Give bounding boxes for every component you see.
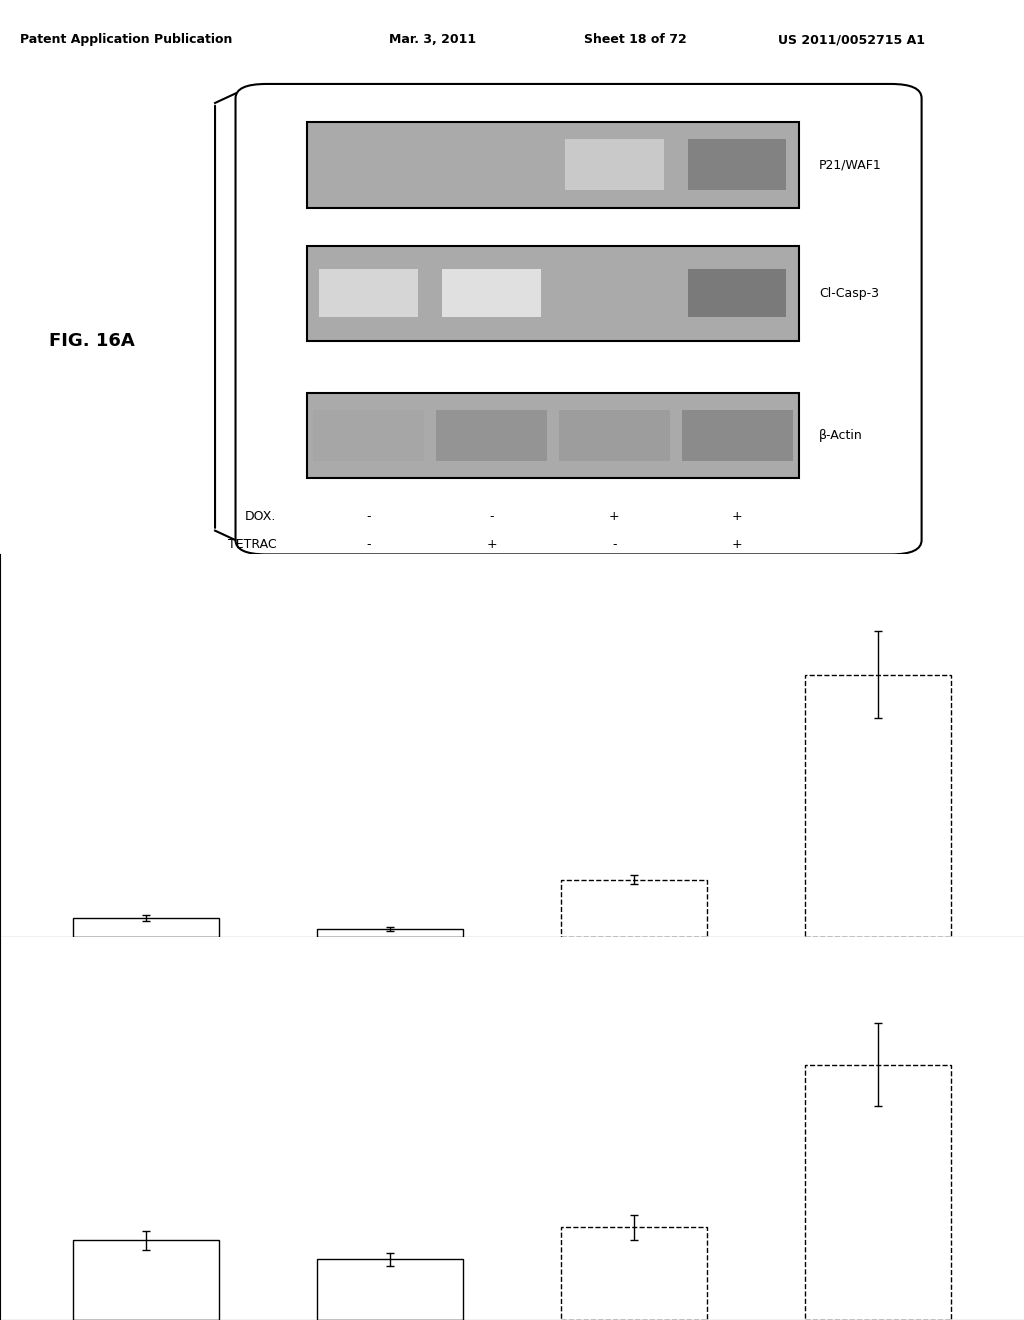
Text: -: -	[367, 539, 371, 552]
FancyBboxPatch shape	[307, 246, 799, 341]
Text: TETRAC: TETRAC	[228, 539, 276, 552]
Text: -: -	[489, 510, 494, 523]
Bar	[565, 139, 664, 190]
Text: Mar. 3, 2011: Mar. 3, 2011	[389, 33, 476, 46]
Text: +: +	[872, 968, 883, 981]
Text: -: -	[388, 968, 392, 981]
FancyBboxPatch shape	[307, 393, 799, 478]
Bar	[442, 269, 541, 317]
Text: Sheet 18 of 72: Sheet 18 of 72	[584, 33, 686, 46]
Bar	[73, 919, 219, 937]
Bar	[317, 1259, 463, 1320]
Text: +: +	[732, 510, 742, 523]
Text: DOX.: DOX.	[245, 510, 276, 523]
Bar	[561, 879, 707, 937]
Bar	[317, 929, 463, 937]
Bar	[805, 1065, 951, 1320]
Text: -: -	[144, 968, 148, 981]
FancyBboxPatch shape	[307, 121, 799, 207]
Bar	[688, 269, 786, 317]
Text: Patent Application Publication: Patent Application Publication	[20, 33, 232, 46]
Text: +: +	[872, 986, 883, 999]
Text: +: +	[385, 986, 395, 999]
Text: +: +	[732, 539, 742, 552]
Bar	[561, 1228, 707, 1320]
Text: US 2011/0052715 A1: US 2011/0052715 A1	[778, 33, 926, 46]
Text: +: +	[486, 539, 497, 552]
Text: -: -	[144, 986, 148, 999]
Text: FIG. 16A: FIG. 16A	[49, 331, 135, 350]
Text: +: +	[609, 510, 620, 523]
Text: -: -	[367, 510, 371, 523]
Text: β-Actin: β-Actin	[819, 429, 863, 442]
Text: +: +	[629, 968, 639, 981]
Text: -: -	[632, 986, 636, 999]
Text: Cl-Casp-3: Cl-Casp-3	[819, 286, 880, 300]
Bar	[805, 675, 951, 937]
Bar	[688, 139, 786, 190]
Text: P21/WAF1: P21/WAF1	[819, 158, 882, 172]
Text: -: -	[612, 539, 616, 552]
Bar	[319, 269, 418, 317]
Bar	[73, 1241, 219, 1320]
